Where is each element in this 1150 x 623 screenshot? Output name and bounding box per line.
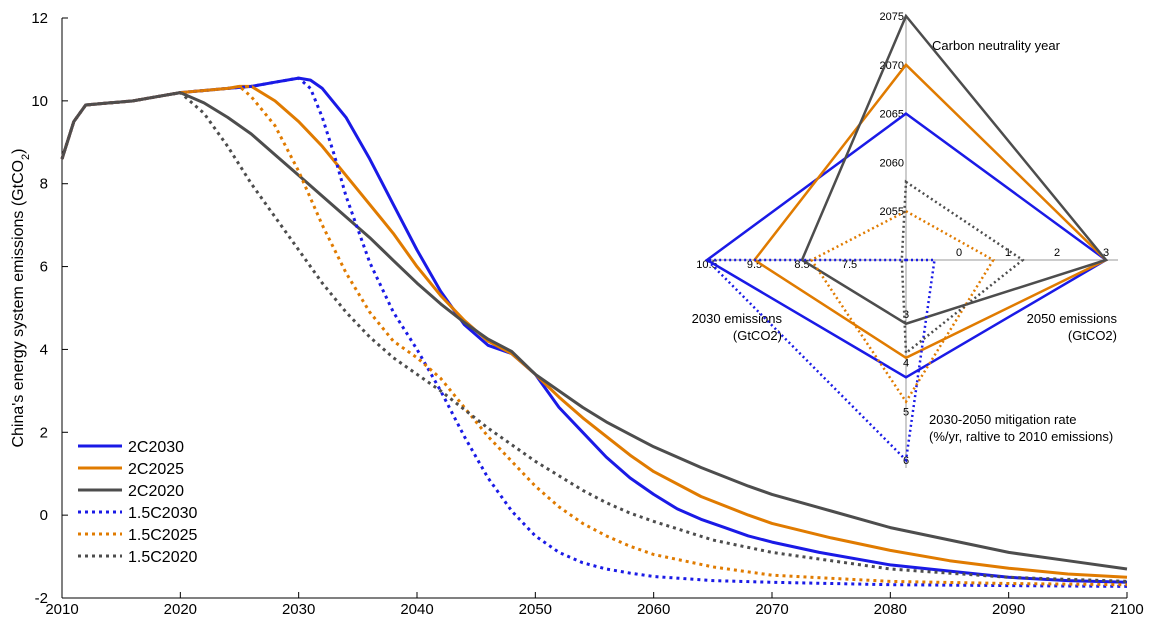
y-tick-label: 2 (40, 424, 48, 441)
legend-label: 2C2030 (128, 439, 184, 456)
y-tick-label: 10 (31, 93, 48, 110)
x-tick-label: 2040 (400, 601, 433, 618)
x-tick-label: 2050 (519, 601, 552, 618)
x-tick-label: 2090 (992, 601, 1025, 618)
radar-tick-label: 2055 (880, 206, 904, 218)
y-tick-label: 8 (40, 176, 48, 193)
x-tick-label: 2080 (874, 601, 907, 618)
radar-polygon-1-5C2020 (900, 179, 1025, 356)
y-tick-label: 4 (40, 341, 48, 358)
series-line-1-5C2025 (60, 84, 1128, 587)
x-tick-label: 2030 (282, 601, 315, 618)
x-tick-label: 2060 (637, 601, 670, 618)
radar-tick-label: 3 (1103, 247, 1109, 259)
radar-axis-label-mitigation: 2030-2050 mitigation rate (%/yr, raltive … (929, 412, 1113, 444)
radar-axis-label-2030: 2030 emissions (GtCO2) (692, 311, 783, 343)
radar-tick-label: 2065 (880, 109, 904, 121)
radar-polygon-1-5C2030 (703, 258, 936, 463)
radar-tick-label: 2075 (880, 11, 904, 23)
chart-axes: 2010 2020 2030 2040 2050 2060 2070 2080 2090 2100… (10, 10, 1144, 618)
legend-label: 2C2025 (128, 461, 184, 478)
y-tick-label: -2 (35, 590, 48, 607)
legend-label: 1.5C2020 (128, 549, 197, 566)
radar-tick-label: 1 (1005, 247, 1011, 259)
legend-label: 1.5C2025 (128, 527, 197, 544)
x-tick-label: 2100 (1110, 601, 1143, 618)
radar-tick-label: 4 (903, 358, 909, 370)
y-tick-label: 6 (40, 259, 48, 276)
legend-label: 2C2020 (128, 483, 184, 500)
y-tick-label: 0 (40, 507, 48, 524)
radar-polygon-1-5C2025 (809, 209, 996, 405)
x-tick-label: 2070 (755, 601, 788, 618)
radar-polygon-2C2020 (800, 13, 1109, 326)
y-axis-label: China's energy system emissions (GtCO2) (10, 148, 32, 447)
radar-axis-label-2050: 2050 emissions (GtCO2) (1027, 311, 1118, 343)
series-line-1-5C2030 (60, 76, 1128, 588)
radar-polygon-2C2025 (752, 62, 1109, 360)
series-line-2C2025 (60, 84, 1128, 579)
chart-legend: 2C2030 2C2025 2C2020 1.5C2030 1.5C2025 1.5C20… (78, 439, 197, 566)
chart-series (60, 76, 1128, 588)
legend-label: 1.5C2030 (128, 505, 197, 522)
series-line-2C2030 (60, 76, 1128, 584)
x-tick-label: 2010 (45, 601, 78, 618)
series-line-2C2020 (60, 91, 1128, 571)
radar-tick-label: 3 (903, 309, 909, 321)
radar-tick-label: 2060 (880, 157, 904, 169)
radar-polygon-2C2030 (704, 112, 1109, 379)
radar-tick-label: 2 (1054, 247, 1060, 259)
radar-tick-label: 7.5 (842, 259, 857, 271)
x-tick-label: 2020 (164, 601, 197, 618)
radar-axis-label-neutrality: Carbon neutrality year (932, 38, 1061, 53)
radar-tick-label: 0 (956, 247, 962, 259)
y-tick-label: 12 (31, 10, 48, 27)
series-line-1-5C2020 (60, 91, 1128, 583)
radar-tick-label: 5 (903, 406, 909, 418)
